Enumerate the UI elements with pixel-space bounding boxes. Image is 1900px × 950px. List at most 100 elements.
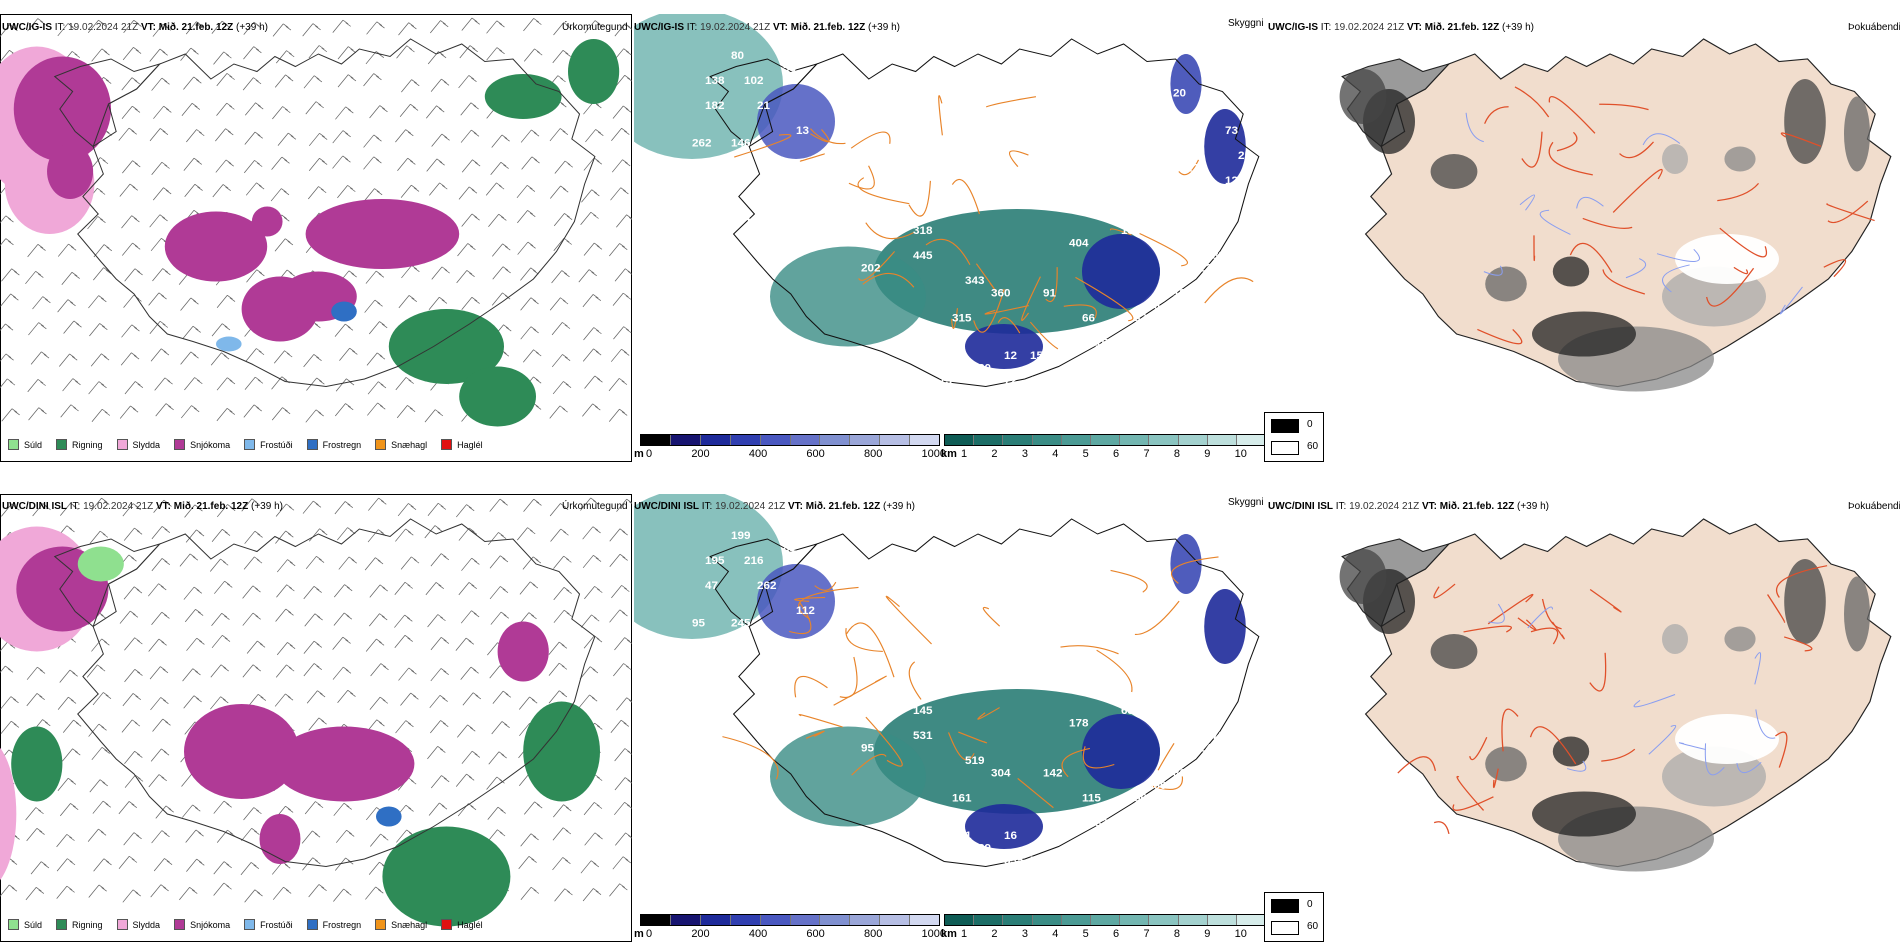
wind-barb [180, 351, 199, 365]
wind-barb [275, 503, 295, 517]
station-visibility-value: 91 [1043, 288, 1057, 300]
wind-barb [242, 664, 261, 678]
road-line [850, 131, 891, 149]
station-visibility-value: 40 [1212, 213, 1225, 225]
wind-barb [554, 160, 574, 174]
station-visibility-value: 39 [978, 843, 991, 855]
wind-barb [27, 244, 46, 258]
legend-label: Haglél [457, 439, 483, 450]
colorbar-tick-label: 400 [748, 448, 768, 460]
station-visibility-value: 56 [783, 63, 796, 75]
road-line [1134, 600, 1180, 636]
road-line [982, 606, 1001, 627]
wind-barb [334, 857, 354, 871]
wind-barb [124, 381, 144, 395]
station-visibility-value: 95 [861, 743, 875, 755]
wind-barb [548, 690, 568, 704]
wind-barb [457, 724, 476, 738]
wind-barb [551, 354, 571, 368]
station-visibility-value: 531 [913, 730, 933, 742]
station-visibility-value: 198 [1173, 288, 1193, 300]
wind-barb [394, 581, 413, 595]
wind-barb [400, 556, 420, 570]
fog-legend-swatch-60 [1271, 921, 1299, 935]
wind-barb [92, 800, 111, 814]
wind-barb [427, 746, 446, 760]
road-line [1599, 103, 1649, 111]
wind-barb [616, 697, 632, 711]
station-visibility-value: 136 [1004, 400, 1024, 412]
wind-barb [332, 666, 352, 680]
rain-area [459, 366, 536, 427]
wind-barb [332, 130, 351, 144]
wind-barb [333, 888, 352, 902]
wind-barb [148, 774, 167, 788]
fog-indicator-area [1532, 791, 1636, 837]
wind-barb [183, 157, 202, 171]
wind-barb [517, 241, 536, 255]
wind-barb [609, 243, 628, 257]
road-line [1487, 593, 1534, 625]
fog-indicator-area [1784, 79, 1826, 164]
wind-barb [216, 408, 236, 422]
road-line [1021, 276, 1041, 321]
wind-barb [613, 663, 632, 677]
wind-barb [522, 556, 542, 570]
colorbar-segment [1032, 915, 1062, 925]
river-line [1539, 209, 1571, 235]
fog-map-row2 [1339, 518, 1892, 872]
wind-barb [60, 404, 79, 418]
road-line [1589, 589, 1622, 613]
colorbar-segment [820, 915, 851, 925]
station-visibility-value: 226 [1199, 263, 1219, 275]
wind-barb [305, 556, 325, 570]
wind-barb [365, 270, 385, 284]
wind-barb [180, 297, 199, 311]
wind-barb [549, 297, 569, 311]
wind-barb [398, 667, 417, 681]
wind-barb [183, 695, 202, 709]
road-line [1551, 621, 1565, 640]
wind-barb [210, 696, 229, 710]
wind-barb [302, 23, 321, 37]
wind-barb [215, 159, 234, 173]
wind-barb [57, 23, 76, 37]
colorbar-segment [730, 435, 761, 445]
road-line [799, 153, 826, 162]
colorbar-tick-label: 1000 [921, 928, 946, 940]
wind-barb [611, 127, 630, 142]
wind-barb [211, 528, 231, 542]
station-visibility-value: 72 [1004, 375, 1017, 387]
wind-barb [553, 587, 572, 601]
wind-barb [367, 381, 387, 395]
road-line [1501, 708, 1519, 752]
station-visibility-value: 73 [1225, 125, 1238, 137]
wind-barb [25, 807, 44, 821]
legend-item-rigning: Rigning [56, 439, 103, 450]
wind-barb [424, 525, 443, 539]
colorbar-segment [1236, 915, 1266, 925]
wind-barb [369, 696, 389, 710]
init-time: 19.02.2024 21Z [715, 501, 786, 512]
wind-barb [369, 584, 388, 598]
wind-barb [397, 503, 417, 517]
wind-barb [394, 634, 413, 649]
wind-barb [0, 696, 19, 710]
colorbar-segment [1120, 435, 1150, 445]
station-visibility-value: 234 [731, 213, 751, 225]
valid-time: Mið. 21.feb. 12Z [805, 501, 881, 512]
wind-barb [366, 352, 386, 366]
station-visibility-value: 245 [731, 618, 751, 630]
wind-barb [429, 20, 449, 34]
westfjords-coastline [709, 538, 819, 628]
colorbar-tick-label: 6 [1113, 448, 1120, 460]
wind-barb [244, 131, 263, 145]
station-visibility-value: 187 [1121, 225, 1141, 237]
wind-barb [363, 134, 382, 148]
wind-barb [398, 295, 418, 309]
visibility-map-row2: 199 195 216 81 47 262 95 245 112 116 126 70 52 62 95 28… [634, 494, 1260, 892]
wind-barb [584, 375, 603, 389]
wind-barb [32, 296, 51, 310]
road-line [958, 731, 988, 744]
